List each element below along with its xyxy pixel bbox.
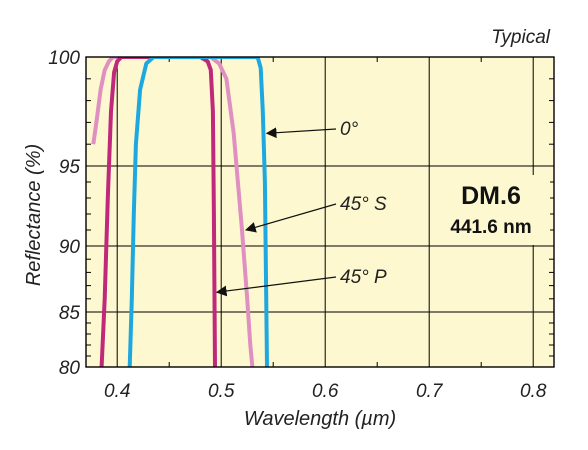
corner-note: Typical (491, 27, 551, 48)
grid (86, 57, 554, 367)
x-tick-label-0.4: 0.4 (104, 381, 130, 402)
series-group (91, 57, 269, 367)
x-tick-label-0.5: 0.5 (208, 381, 235, 402)
y-tick-label-95: 95 (59, 157, 81, 178)
annotation-45-p-label: 45° P (340, 267, 387, 288)
x-tick-labels: 0.4 0.5 0.6 0.7 0.8 (104, 381, 547, 402)
x-axis-title: Wavelength (µm) (244, 408, 396, 430)
x-tick-label-0.8: 0.8 (520, 381, 547, 402)
minor-ticks (86, 57, 554, 367)
y-tick-label-90: 90 (59, 237, 81, 258)
annotation-0-deg-arrow (265, 127, 337, 139)
annotation-45-p-arrow (215, 276, 337, 297)
plot-frame (85, 56, 555, 368)
series-line-0 (127, 57, 269, 367)
y-tick-labels: 80 85 90 95 100 (48, 48, 80, 379)
series-line-1 (91, 57, 255, 367)
annotation-0-deg-label: 0° (340, 119, 359, 140)
filter-badge-title: DM.6 (461, 182, 521, 210)
filter-badge: DM.6 441.6 nm (432, 175, 550, 245)
y-tick-label-80: 80 (59, 358, 81, 379)
series-line-2 (99, 57, 217, 367)
y-tick-label-85: 85 (59, 303, 81, 324)
annotations: 0° 45° S 45° P (215, 119, 387, 297)
annotation-45-s-label: 45° S (340, 194, 387, 215)
y-tick-label-100: 100 (48, 48, 80, 69)
x-tick-label-0.7: 0.7 (416, 381, 444, 402)
x-tick-label-0.6: 0.6 (312, 381, 339, 402)
annotation-45-s-arrow (244, 203, 337, 233)
filter-badge-subtitle: 441.6 nm (450, 217, 531, 238)
filter-badge-bg (432, 175, 550, 245)
y-axis-title: Reflectance (%) (23, 144, 45, 286)
